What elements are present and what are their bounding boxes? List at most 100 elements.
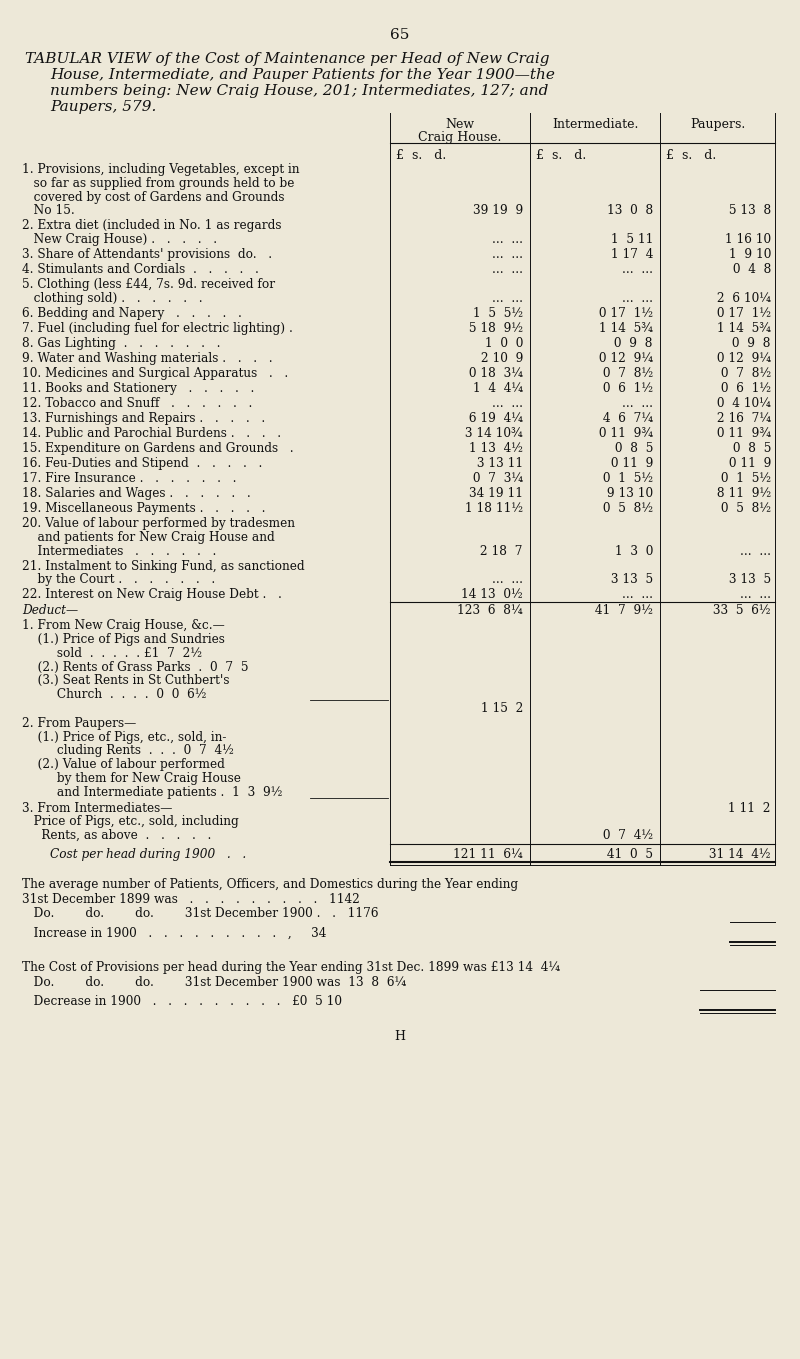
Text: 9. Water and Washing materials .   .   .   .: 9. Water and Washing materials . . . . (22, 352, 273, 366)
Text: 2 16  7¼: 2 16 7¼ (713, 412, 771, 425)
Text: 2  6 10¼: 2 6 10¼ (713, 292, 771, 304)
Text: 19. Miscellaneous Payments .   .   .   .   .: 19. Miscellaneous Payments . . . . . (22, 501, 266, 515)
Text: 0  8  5: 0 8 5 (729, 442, 771, 455)
Text: 34 19 11: 34 19 11 (469, 487, 523, 500)
Text: Increase in 1900   .   .   .   .   .   .   .   .   .   ,     34: Increase in 1900 . . . . . . . . . , 34 (22, 927, 326, 940)
Text: 0  5  8½: 0 5 8½ (599, 501, 653, 515)
Text: so far as supplied from grounds held to be: so far as supplied from grounds held to … (22, 177, 294, 190)
Text: and patients for New Craig House and: and patients for New Craig House and (22, 531, 274, 544)
Text: 21. Instalment to Sinking Fund, as sanctioned: 21. Instalment to Sinking Fund, as sanct… (22, 560, 305, 572)
Text: Paupers, 579.: Paupers, 579. (50, 101, 156, 114)
Text: 2. Extra diet (included in No. 1 as regards: 2. Extra diet (included in No. 1 as rega… (22, 219, 282, 232)
Text: 1 17  4: 1 17 4 (606, 249, 653, 261)
Text: 20. Value of labour performed by tradesmen: 20. Value of labour performed by tradesm… (22, 516, 295, 530)
Text: by them for New Craig House: by them for New Craig House (22, 772, 241, 786)
Text: 11. Books and Stationery   .   .   .   .   .: 11. Books and Stationery . . . . . (22, 382, 254, 395)
Text: 1 11  2: 1 11 2 (725, 802, 771, 814)
Text: ...  ...: ... ... (492, 234, 523, 246)
Text: ...  ...: ... ... (740, 545, 771, 557)
Text: and Intermediate patients .  1  3  9½: and Intermediate patients . 1 3 9½ (22, 786, 282, 799)
Text: sold  .  .  .  .  . £1  7  2½: sold . . . . . £1 7 2½ (22, 647, 202, 660)
Text: 1  0  0: 1 0 0 (481, 337, 523, 351)
Text: 0 11  9: 0 11 9 (725, 457, 771, 470)
Text: 0 12  9¼: 0 12 9¼ (713, 352, 771, 366)
Text: 0  7  4½: 0 7 4½ (599, 829, 653, 843)
Text: ...  ...: ... ... (492, 249, 523, 261)
Text: (3.) Seat Rents in St Cuthbert's: (3.) Seat Rents in St Cuthbert's (22, 674, 230, 688)
Text: 1 13  4½: 1 13 4½ (465, 442, 523, 455)
Text: Craig House.: Craig House. (418, 130, 502, 144)
Text: 0  4 10¼: 0 4 10¼ (713, 397, 771, 410)
Text: 0 17  1½: 0 17 1½ (713, 307, 771, 319)
Text: 2. From Paupers—: 2. From Paupers— (22, 716, 136, 730)
Text: 1  5 11: 1 5 11 (606, 234, 653, 246)
Text: 10. Medicines and Surgical Apparatus   .   .: 10. Medicines and Surgical Apparatus . . (22, 367, 288, 381)
Text: 2 10  9: 2 10 9 (477, 352, 523, 366)
Text: 0  1  5½: 0 1 5½ (599, 472, 653, 485)
Text: H: H (394, 1030, 406, 1042)
Text: 8 11  9½: 8 11 9½ (713, 487, 771, 500)
Text: 14. Public and Parochial Burdens .   .   .   .: 14. Public and Parochial Burdens . . . . (22, 427, 281, 440)
Text: Do.        do.        do.        31st December 1900 .   .   1176: Do. do. do. 31st December 1900 . . 1176 (22, 908, 378, 920)
Text: 1 16 10: 1 16 10 (721, 234, 771, 246)
Text: 0  4  8: 0 4 8 (729, 264, 771, 276)
Text: 22. Interest on New Craig House Debt .   .: 22. Interest on New Craig House Debt . . (22, 588, 282, 602)
Text: 6 19  4¼: 6 19 4¼ (465, 412, 523, 425)
Text: 8. Gas Lighting  .   .   .   .   .   .   .: 8. Gas Lighting . . . . . . . (22, 337, 221, 351)
Text: 1 18 11½: 1 18 11½ (461, 501, 523, 515)
Text: Cost per head during 1900   .   .: Cost per head during 1900 . . (50, 848, 246, 862)
Text: 4. Stimulants and Cordials  .   .   .   .   .: 4. Stimulants and Cordials . . . . . (22, 264, 259, 276)
Text: ...  ...: ... ... (622, 292, 653, 304)
Text: cluding Rents  .  .  .  0  7  4½: cluding Rents . . . 0 7 4½ (22, 745, 234, 757)
Text: 31st December 1899 was   .   .   .   .   .   .   .   .   .   1142: 31st December 1899 was . . . . . . . . .… (22, 893, 360, 905)
Text: 0 11  9¾: 0 11 9¾ (713, 427, 771, 440)
Text: 0 11  9¾: 0 11 9¾ (595, 427, 653, 440)
Text: ...  ...: ... ... (492, 573, 523, 586)
Text: 3 13 11: 3 13 11 (473, 457, 523, 470)
Text: Paupers.: Paupers. (690, 118, 745, 130)
Text: 1. Provisions, including Vegetables, except in: 1. Provisions, including Vegetables, exc… (22, 163, 299, 177)
Text: covered by cost of Gardens and Grounds: covered by cost of Gardens and Grounds (22, 190, 285, 204)
Text: 0  7  8½: 0 7 8½ (717, 367, 771, 381)
Text: 1  9 10: 1 9 10 (725, 249, 771, 261)
Text: (2.) Value of labour performed: (2.) Value of labour performed (22, 758, 225, 771)
Text: 6. Bedding and Napery   .   .   .   .   .: 6. Bedding and Napery . . . . . (22, 307, 242, 319)
Text: 41  0  5: 41 0 5 (603, 848, 653, 862)
Text: 16. Feu-Duties and Stipend  .   .   .   .   .: 16. Feu-Duties and Stipend . . . . . (22, 457, 262, 470)
Text: 0  8  5: 0 8 5 (610, 442, 653, 455)
Text: 1 14  5¾: 1 14 5¾ (595, 322, 653, 336)
Text: numbers being: New Craig House, 201; Intermediates, 127; and: numbers being: New Craig House, 201; Int… (50, 84, 548, 98)
Text: by the Court .   .   .   .   .   .   .: by the Court . . . . . . . (22, 573, 215, 586)
Text: ...  ...: ... ... (622, 264, 653, 276)
Text: 1  3  0: 1 3 0 (610, 545, 653, 557)
Text: 41  7  9½: 41 7 9½ (591, 605, 653, 617)
Text: 39 19  9: 39 19 9 (473, 204, 523, 217)
Text: 33  5  6½: 33 5 6½ (710, 605, 771, 617)
Text: 5. Clothing (less £44, 7s. 9d. received for: 5. Clothing (less £44, 7s. 9d. received … (22, 279, 275, 291)
Text: 0  9  8: 0 9 8 (610, 337, 653, 351)
Text: The average number of Patients, Officers, and Domestics during the Year ending: The average number of Patients, Officers… (22, 878, 518, 890)
Text: 9 13 10: 9 13 10 (603, 487, 653, 500)
Text: The Cost of Provisions per head during the Year ending 31st Dec. 1899 was £13 14: The Cost of Provisions per head during t… (22, 961, 560, 974)
Text: ...  ...: ... ... (492, 264, 523, 276)
Text: No 15.: No 15. (22, 204, 74, 217)
Text: 13  0  8: 13 0 8 (606, 204, 653, 217)
Text: New Craig House) .   .   .   .   .: New Craig House) . . . . . (22, 234, 217, 246)
Text: 1. From New Craig House, &c.—: 1. From New Craig House, &c.— (22, 620, 225, 632)
Text: 1 14  5¾: 1 14 5¾ (713, 322, 771, 336)
Text: 14 13  0½: 14 13 0½ (462, 588, 523, 602)
Text: House, Intermediate, and Pauper Patients for the Year 1900—the: House, Intermediate, and Pauper Patients… (50, 68, 555, 82)
Text: Rents, as above  .   .   .   .   .: Rents, as above . . . . . (22, 829, 211, 843)
Text: 123  6  8¼: 123 6 8¼ (458, 605, 523, 617)
Text: 1 15  2: 1 15 2 (477, 703, 523, 715)
Text: 17. Fire Insurance .   .   .   .   .   .   .: 17. Fire Insurance . . . . . . . (22, 472, 237, 485)
Text: 7. Fuel (including fuel for electric lighting) .: 7. Fuel (including fuel for electric lig… (22, 322, 293, 336)
Text: 31 14  4½: 31 14 4½ (706, 848, 771, 862)
Text: 2 18  7: 2 18 7 (477, 545, 523, 557)
Text: 0 18  3¼: 0 18 3¼ (465, 367, 523, 381)
Text: 0  6  1½: 0 6 1½ (599, 382, 653, 395)
Text: 3 13  5: 3 13 5 (725, 573, 771, 586)
Text: 3. Share of Attendants' provisions  do.   .: 3. Share of Attendants' provisions do. . (22, 249, 272, 261)
Text: 121 11  6¼: 121 11 6¼ (454, 848, 523, 862)
Text: £  s.   d.: £ s. d. (396, 149, 446, 162)
